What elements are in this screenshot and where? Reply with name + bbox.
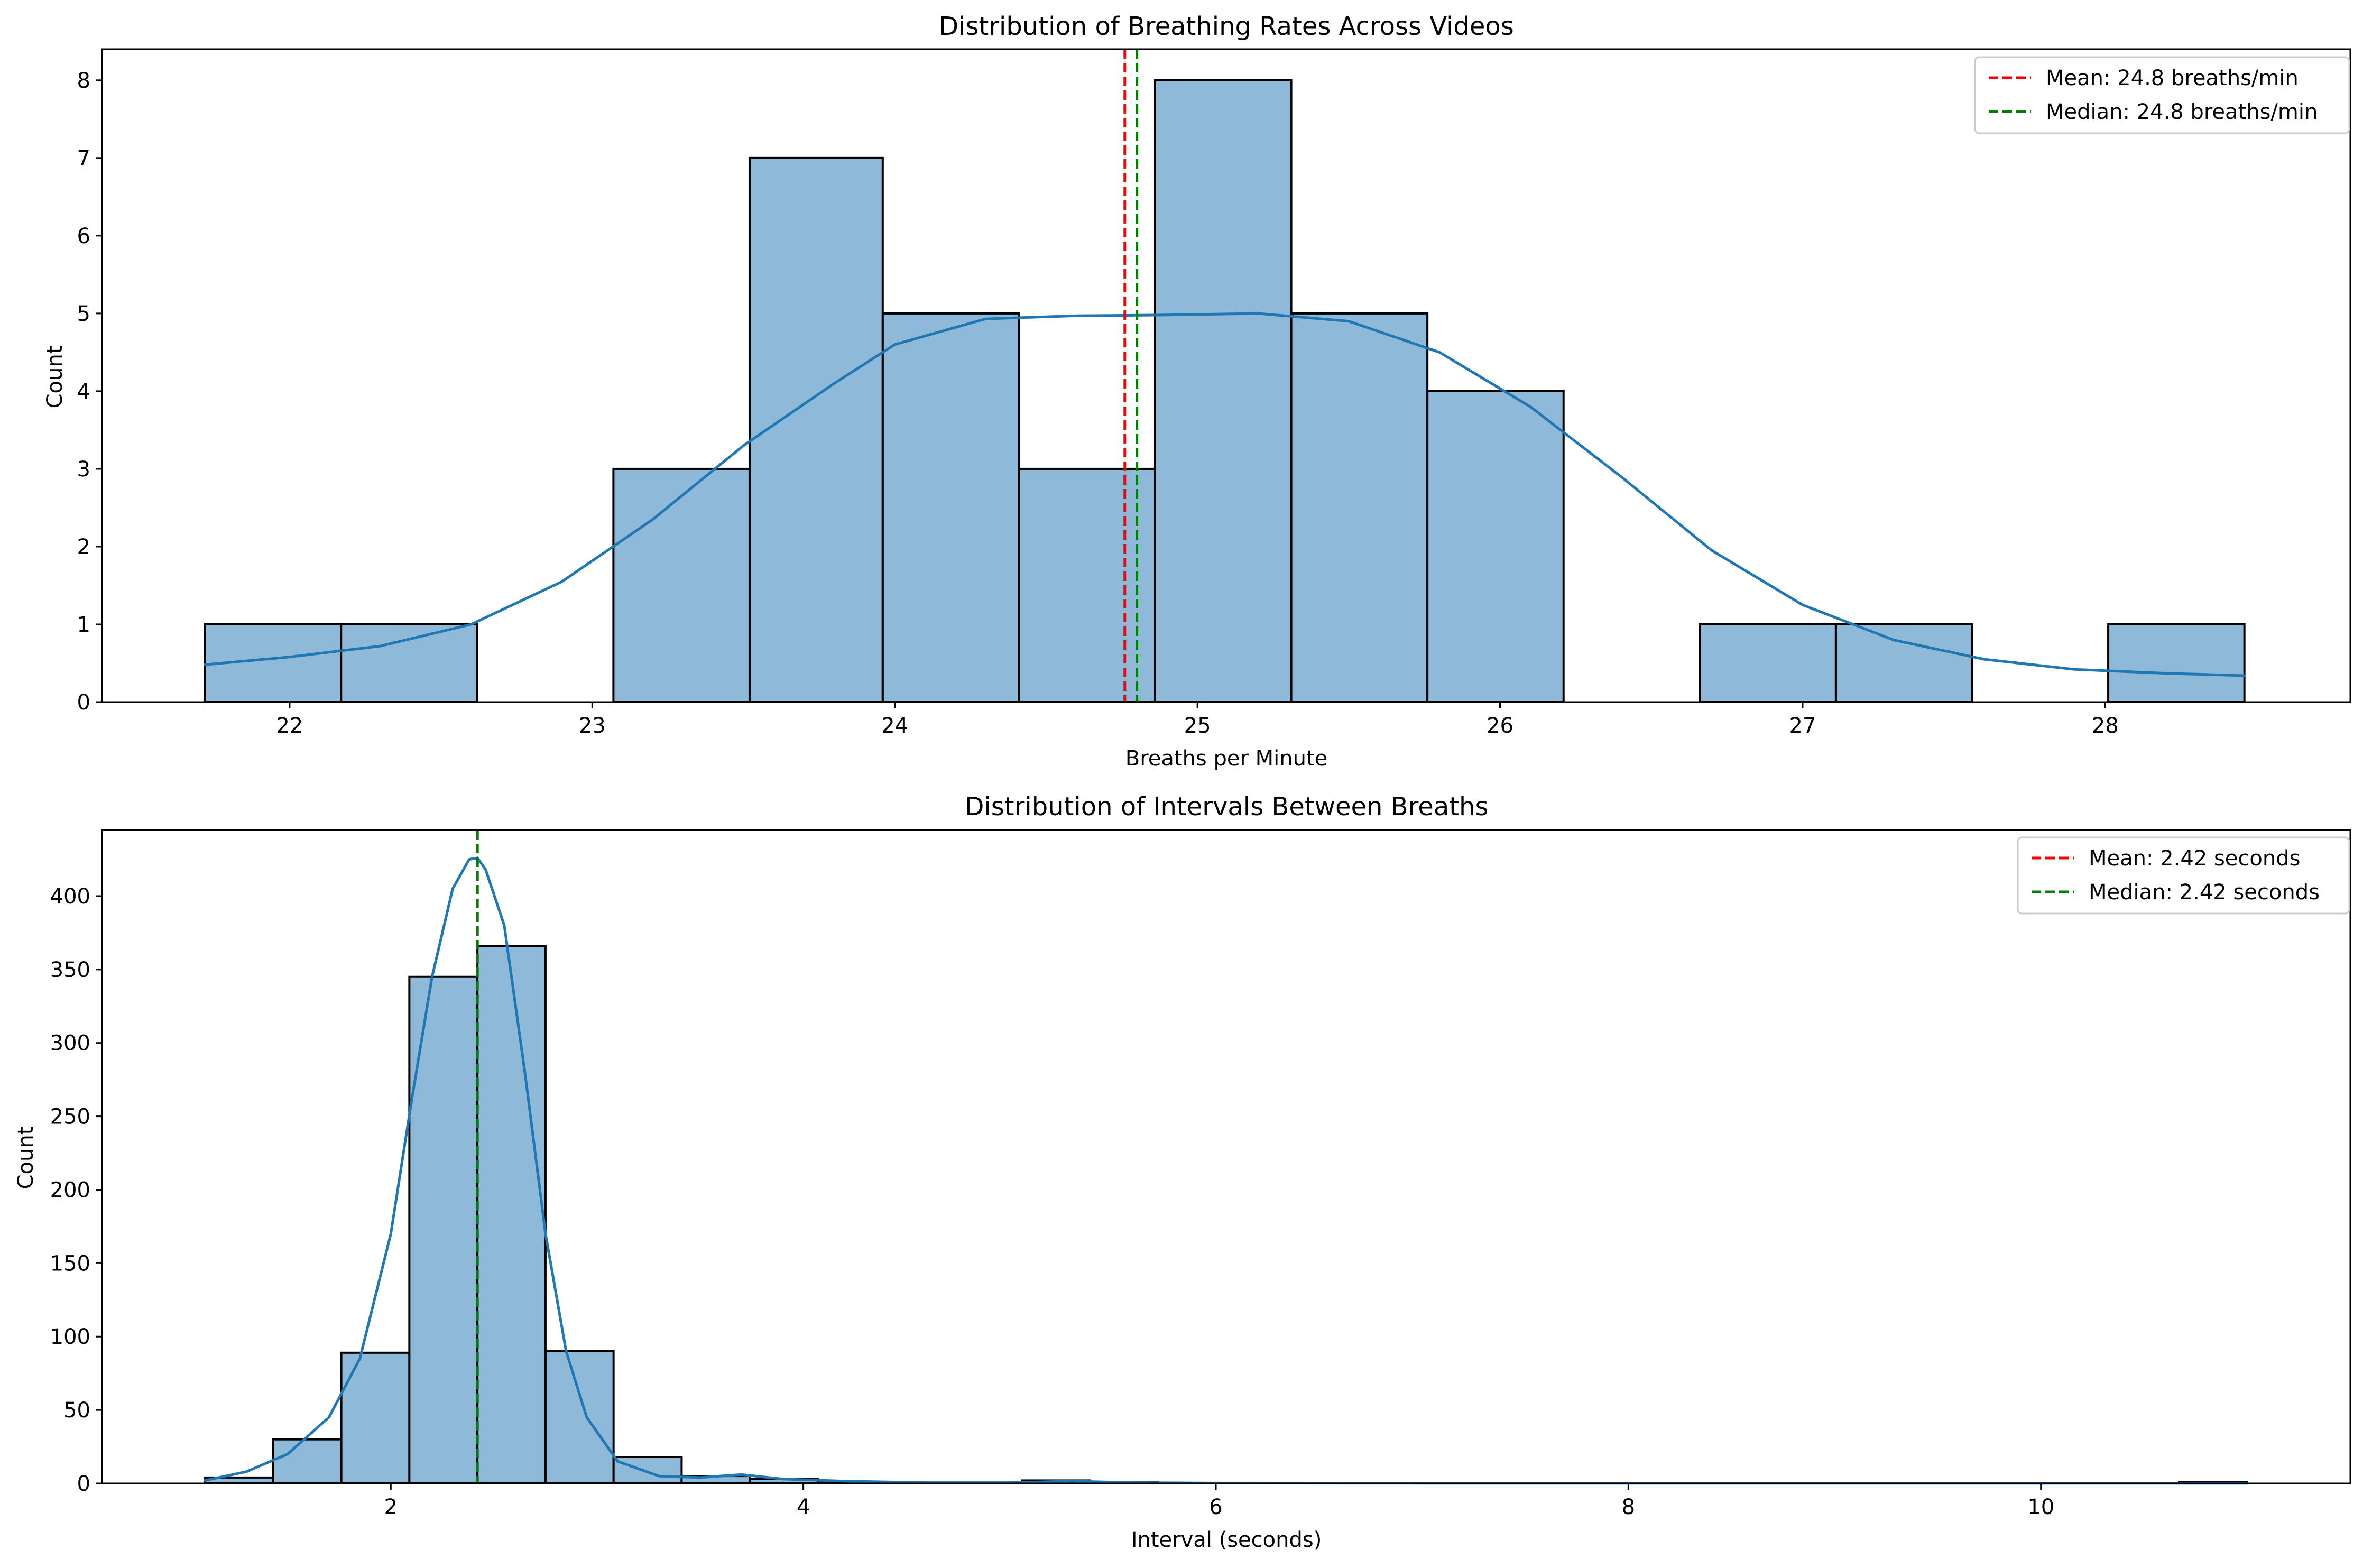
y-tick-label: 2: [77, 535, 90, 559]
x-tick-label: 27: [1789, 714, 1816, 738]
y-tick-label: 5: [77, 302, 90, 326]
histogram-bar: [1018, 467, 1156, 704]
y-tick-label: 300: [50, 1031, 90, 1056]
histogram-bar: [272, 1438, 343, 1484]
y-tick-label: 200: [50, 1178, 90, 1202]
legend: Mean: 2.42 seconds Median: 2.42 seconds: [2017, 836, 2350, 915]
legend-mean-label: Mean: 24.8 breaths/min: [2046, 66, 2299, 90]
x-tick-labels: 2 4 6 8 10: [384, 1495, 2055, 1519]
y-axis-label: Count: [14, 1127, 38, 1189]
x-tick-label: 4: [797, 1495, 810, 1519]
y-axis-label: Count: [43, 346, 67, 409]
legend-mean-label: Mean: 2.42 seconds: [2089, 846, 2300, 871]
axes-frame: [101, 829, 2351, 1484]
y-tick-label: 3: [77, 457, 90, 482]
histogram-bar: [612, 467, 751, 704]
histogram-bar: [612, 1456, 683, 1484]
legend-frame: [2017, 836, 2350, 915]
legend-median-label: Median: 24.8 breaths/min: [2046, 100, 2318, 124]
histogram-bar: [1426, 390, 1565, 703]
breath-interval-histogram: Distribution of Intervals Between Breath…: [14, 792, 2351, 1552]
x-tick-labels: 22 23 24 25 26 27 28: [276, 714, 2118, 738]
y-tick-label: 6: [77, 224, 90, 248]
y-tick-labels: 0 50 100 150 200 250 300 350 400: [50, 884, 90, 1496]
y-tick-label: 350: [50, 958, 90, 982]
histogram-bar: [544, 1350, 615, 1484]
chart-title: Distribution of Intervals Between Breath…: [965, 792, 1489, 822]
axes-frame: [101, 48, 2351, 703]
chart-title: Distribution of Breathing Rates Across V…: [939, 12, 1514, 41]
x-tick-label: 23: [579, 714, 606, 738]
plot-area: [96, 48, 2351, 708]
x-tick-label: 8: [1622, 1495, 1635, 1519]
histogram-bar: [1290, 312, 1429, 703]
y-tick-label: 0: [77, 690, 90, 715]
y-tick-labels: 0 1 2 3 4 5 6 7 8: [77, 69, 90, 715]
histogram-bar: [2107, 623, 2246, 703]
y-tick-label: 4: [77, 380, 90, 404]
histogram-bar: [1153, 79, 1293, 703]
histogram-bar: [1834, 623, 1973, 703]
y-tick-label: 250: [50, 1105, 90, 1129]
y-tick-label: 7: [77, 146, 90, 171]
legend: Mean: 24.8 breaths/min Median: 24.8 brea…: [1974, 56, 2350, 134]
x-tick-label: 10: [2027, 1495, 2054, 1519]
plot-area: [96, 829, 2351, 1490]
histogram-bar: [1699, 623, 1837, 703]
x-axis-label: Interval (seconds): [1131, 1528, 1322, 1552]
histogram-bar: [408, 975, 479, 1484]
histogram-bar: [340, 623, 478, 703]
y-tick-label: 0: [77, 1472, 90, 1496]
x-tick-label: 26: [1487, 714, 1513, 738]
histogram-bar: [748, 156, 884, 703]
x-axis-label: Breaths per Minute: [1125, 746, 1328, 771]
histogram-bar: [881, 312, 1020, 703]
x-tick-label: 28: [2092, 714, 2119, 738]
y-tick-label: 1: [77, 613, 90, 637]
x-tick-label: 2: [384, 1495, 398, 1519]
legend-frame: [1974, 56, 2350, 134]
x-tick-label: 25: [1184, 714, 1211, 738]
x-tick-label: 22: [276, 714, 303, 738]
kde-curve: [204, 312, 2246, 677]
y-tick-label: 100: [50, 1325, 90, 1349]
y-tick-label: 150: [50, 1251, 90, 1276]
x-tick-label: 6: [1209, 1495, 1222, 1519]
legend-median-label: Median: 2.42 seconds: [2089, 880, 2320, 905]
x-tick-label: 24: [881, 714, 908, 738]
y-tick-label: 400: [50, 884, 90, 909]
y-tick-label: 8: [77, 69, 90, 93]
breathing-rate-histogram: Distribution of Breathing Rates Across V…: [43, 12, 2351, 771]
y-tick-label: 50: [63, 1398, 90, 1423]
histogram-bar: [476, 945, 547, 1484]
